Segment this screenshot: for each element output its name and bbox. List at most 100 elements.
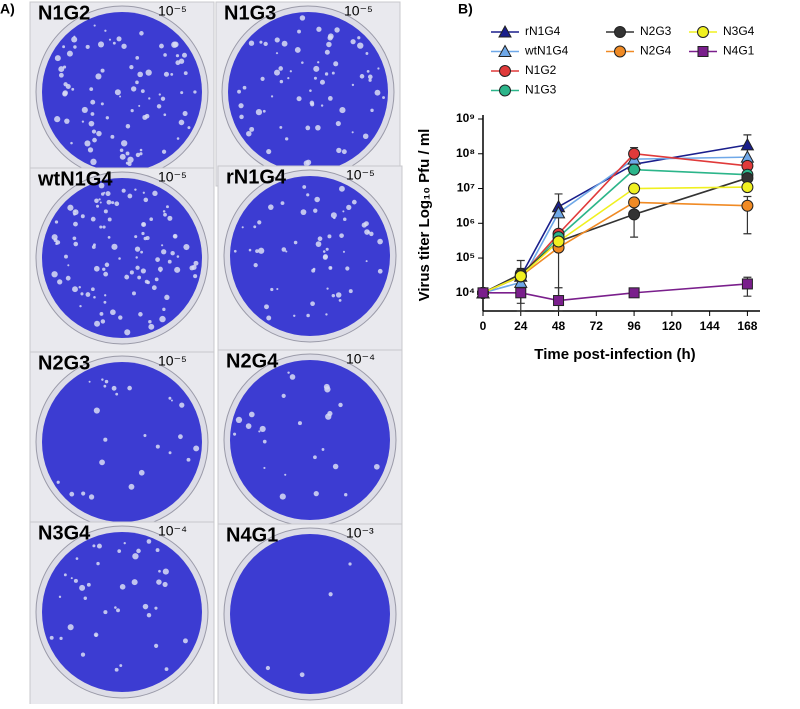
plaque [125,151,130,156]
plaque [368,78,372,82]
plaque [130,86,137,92]
plaque [111,201,115,205]
plaque [96,204,100,208]
plaque [129,270,134,275]
plate-dilution: 10⁻⁴ [158,523,187,539]
plaque [183,71,188,76]
plaque [316,26,322,32]
plaque [246,130,252,137]
plaque [116,608,120,613]
plaque [119,153,126,160]
plaque [125,123,131,129]
plate-well [42,12,202,172]
plate-well [230,176,390,336]
plaque [136,548,141,554]
plaque [382,96,385,99]
plaque [142,603,149,610]
plaque [163,71,170,77]
plaque [97,41,105,48]
plaque [90,158,97,166]
marker [499,84,511,97]
plaque [57,279,63,285]
plaque [193,90,197,94]
plaque [281,247,287,252]
plaque [127,193,133,199]
plaque [233,432,237,436]
marker [499,65,511,77]
plaque [94,198,99,204]
plaque [168,451,172,455]
plaque [119,584,126,590]
plaque [241,226,244,229]
plaque [345,266,350,271]
plaque [248,40,255,46]
plaque [178,119,185,126]
plaque [364,229,370,235]
y-tick-label: 10⁸ [456,146,475,160]
plaque [96,130,102,137]
plaque [121,43,127,49]
plaque [51,234,58,241]
plaque [259,40,263,44]
plaque [149,217,153,222]
plaque [111,385,117,391]
plaque [284,473,287,476]
plaque [313,208,318,213]
plaque [331,293,336,298]
plaque [108,38,112,41]
plaque [54,116,61,123]
marker [628,208,641,221]
plaque [118,257,121,260]
plaque [54,220,59,224]
plaque [58,72,64,78]
plaque [253,263,258,268]
plaque [79,584,86,591]
plaque [144,113,150,119]
plaque [258,247,265,254]
plaque [276,287,279,291]
plaque [99,225,103,229]
plaque [274,37,280,43]
plaque [305,125,311,131]
plaque [104,29,107,32]
plaque [253,225,257,229]
plaque [335,120,341,127]
marker [551,205,566,219]
plaque [72,286,78,293]
marker [628,147,641,160]
plaque [365,260,368,263]
x-tick-label: 96 [627,319,641,333]
plaque [239,114,244,120]
plaque [334,27,340,33]
plaque [103,271,109,277]
plaque [155,444,160,449]
plaque [103,384,107,388]
plate-dilution: 10⁻⁵ [158,353,187,369]
plaque [128,483,135,490]
plaque [135,256,138,259]
x-tick-label: 24 [514,319,528,333]
plaque [73,212,76,216]
y-tick-label: 10⁹ [456,111,475,125]
plaque [70,577,73,580]
plate-name: N2G4 [226,350,279,372]
plaque [343,217,347,222]
plaque [140,268,146,274]
plaque [313,65,320,72]
legend-label: N2G3 [640,24,672,38]
plaque [163,113,167,117]
marker [741,199,754,212]
plaque [139,31,144,36]
plaque [293,314,296,317]
plaque [327,96,333,101]
plaque [157,266,163,272]
plaque [63,573,67,577]
plaque [117,549,122,553]
plaque [73,578,78,583]
plaque [369,231,374,237]
plaque [341,149,347,155]
plaque [131,291,136,296]
plaque [114,201,120,207]
plaque [80,214,85,219]
plaque [89,87,94,92]
